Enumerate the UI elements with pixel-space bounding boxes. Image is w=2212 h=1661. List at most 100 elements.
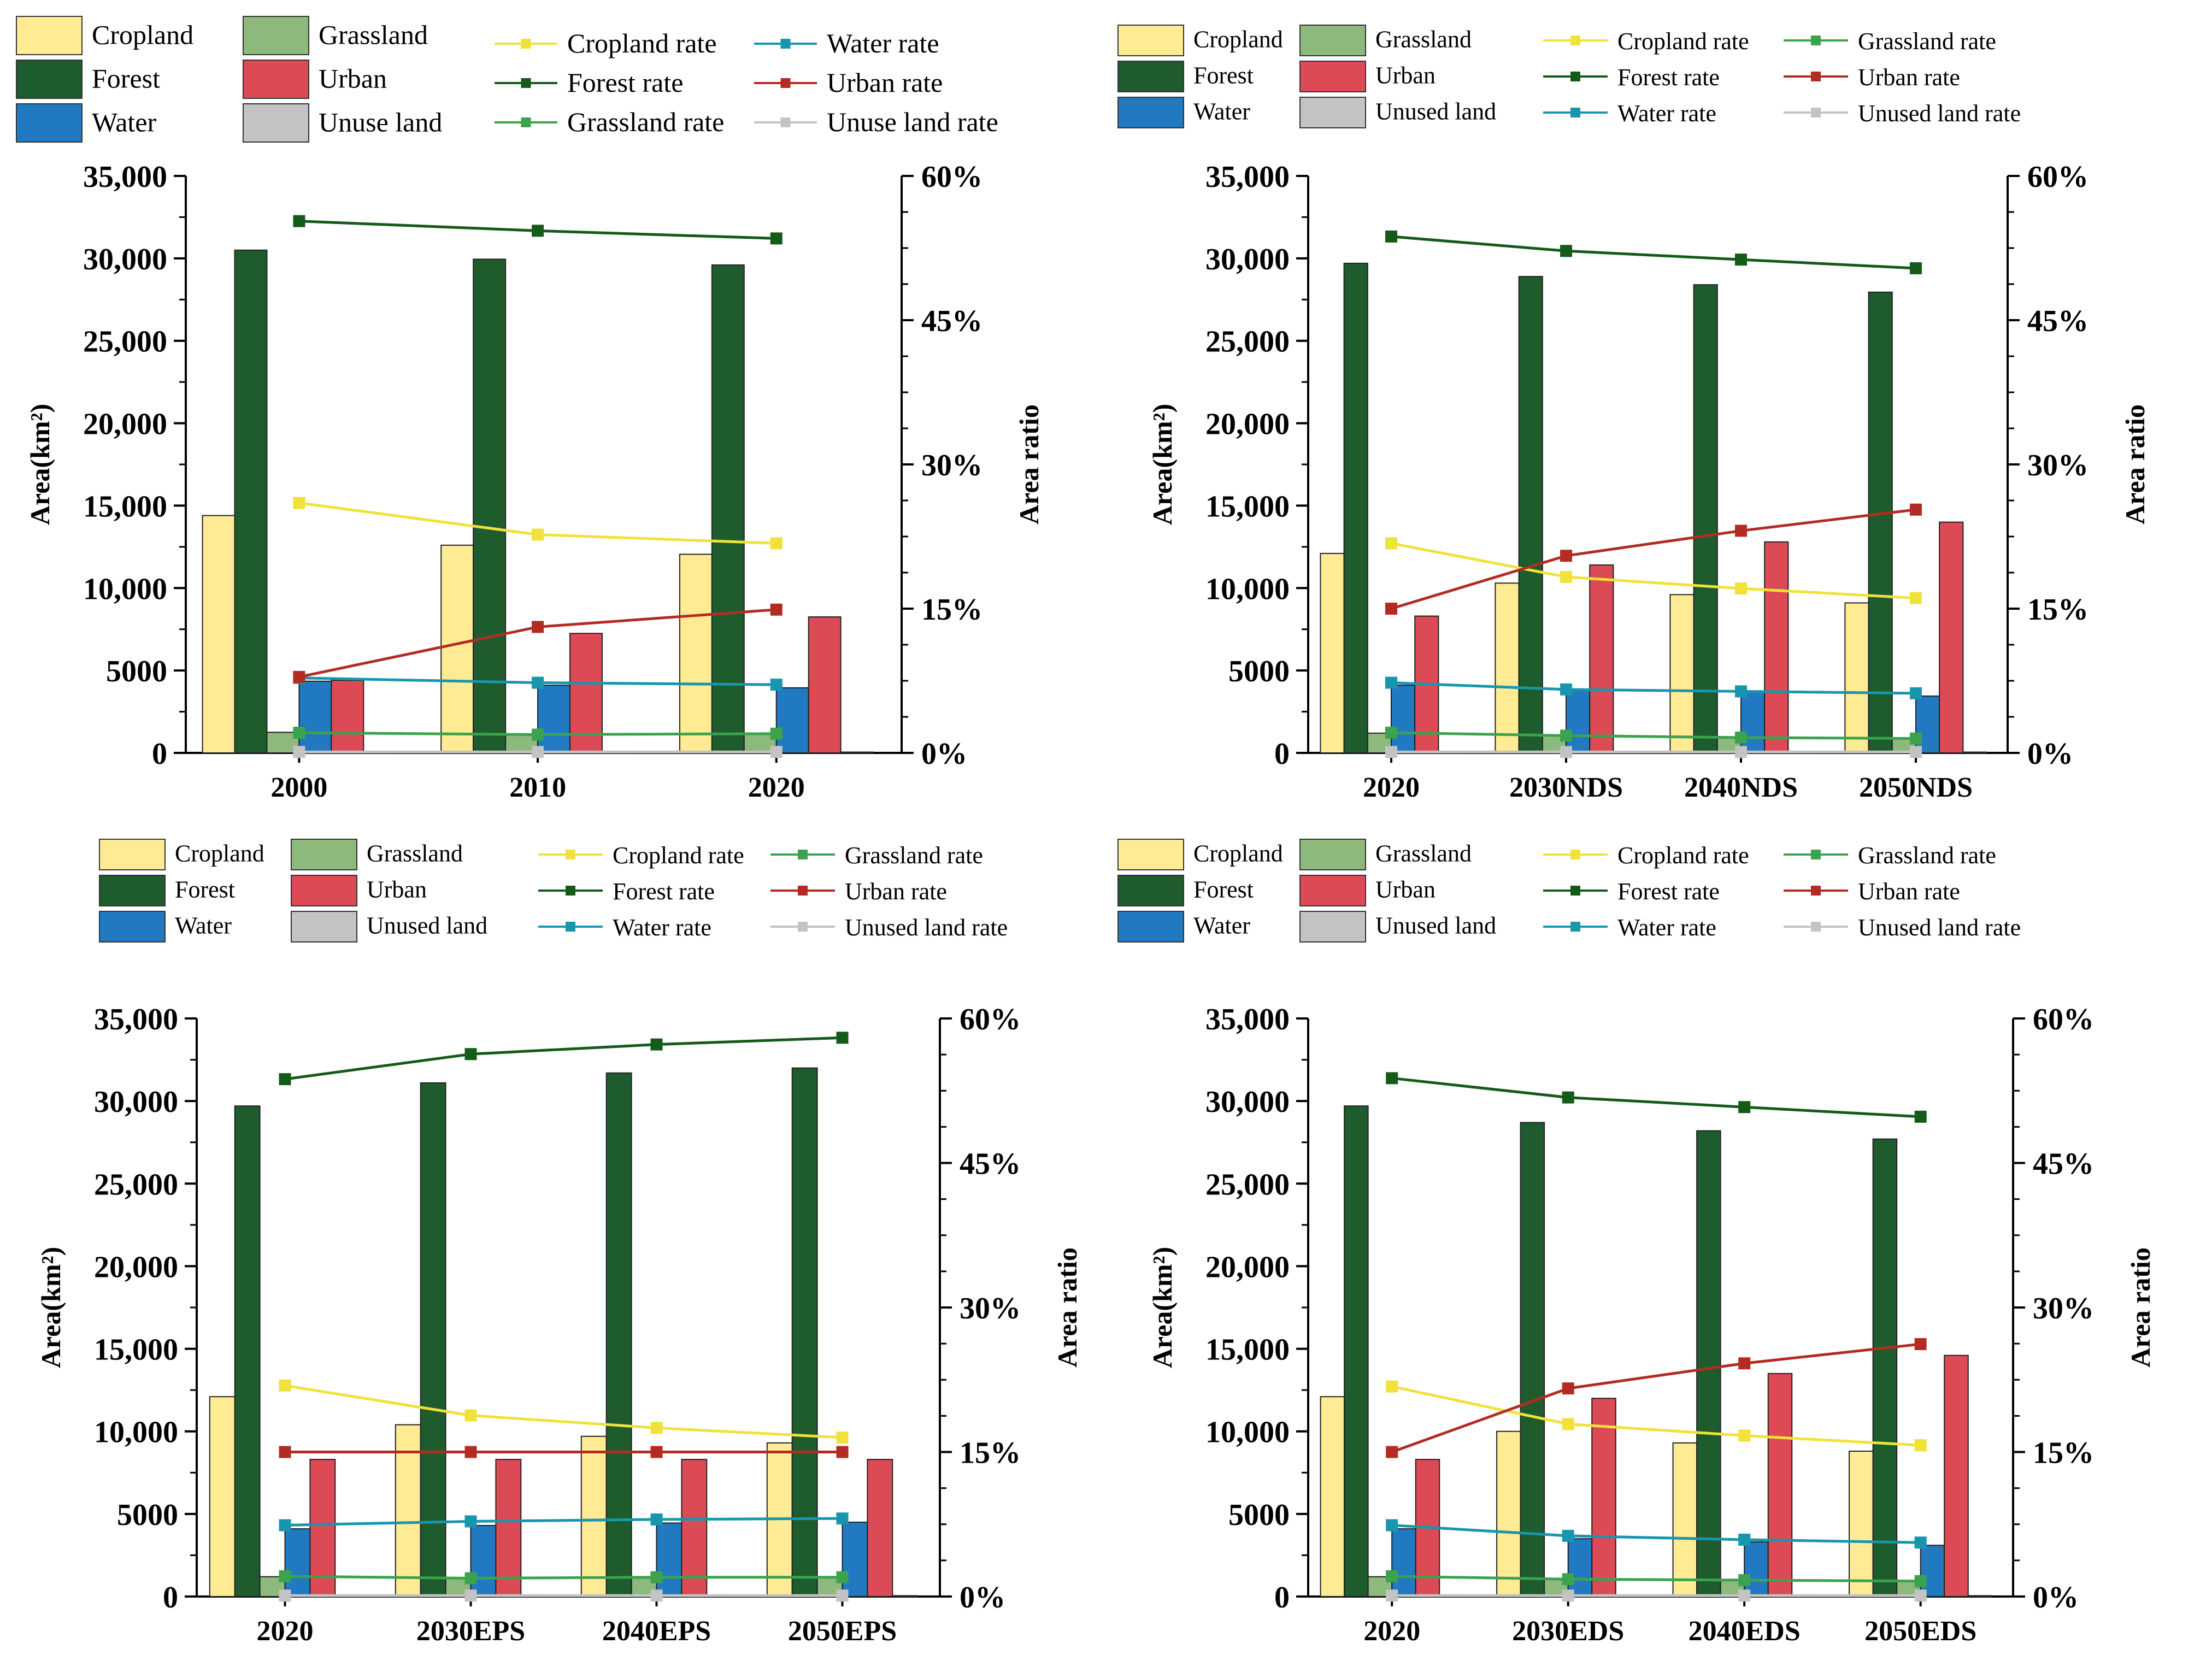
legend-marker-cropland-rate xyxy=(1570,850,1580,859)
rate-point-water-rate xyxy=(1914,1536,1927,1549)
rate-point-forest-rate xyxy=(1385,230,1397,243)
legend-marker-cropland-rate xyxy=(566,850,575,859)
y-tick-label: 30,000 xyxy=(1205,1085,1290,1119)
rate-point-grassland-rate xyxy=(1735,731,1747,744)
rate-line-water-rate xyxy=(1392,1524,1921,1544)
y-tick-label: 10,000 xyxy=(1205,572,1290,606)
y-tick-label: 15,000 xyxy=(83,490,167,523)
rate-point-urban-rate xyxy=(464,1446,477,1458)
rate-point-urban-rate xyxy=(836,1446,849,1458)
legend-marker-grassland-rate xyxy=(521,117,531,127)
bar-urban-2020 xyxy=(808,616,842,753)
rate-point-unused-land-rate xyxy=(1560,746,1572,758)
y2-tick-label: 30% xyxy=(2027,449,2089,482)
rate-point-urban-rate xyxy=(279,1446,291,1458)
bar-forest-2010 xyxy=(473,258,507,753)
y-tick-label: 5000 xyxy=(117,1498,178,1532)
legend-label-cropland-rate: Cropland rate xyxy=(613,842,744,869)
rate-point-cropland-rate xyxy=(1386,1380,1398,1393)
y2-tick-label: 0% xyxy=(921,737,967,771)
rate-series-urban-rate xyxy=(279,1446,849,1458)
y2-tick-label: 15% xyxy=(921,593,983,627)
legend-label-urban: Urban xyxy=(319,63,387,93)
rate-point-water-rate xyxy=(836,1512,849,1525)
legend-marker-unuse-land-rate xyxy=(780,117,791,127)
rate-point-water-rate xyxy=(1738,1533,1751,1546)
bar-urban-2040eps xyxy=(681,1459,708,1598)
y-tick-label: 10,000 xyxy=(1205,1416,1290,1450)
legend-label-unused-land-rate: Unused land rate xyxy=(1858,914,2021,941)
legend-marker-forest-rate xyxy=(1570,72,1580,81)
legend-swatch-urban xyxy=(243,60,309,99)
bar-group-2040eds xyxy=(1672,1130,1816,1598)
legend-swatch-urban xyxy=(1299,61,1366,92)
rate-point-unuse-land-rate xyxy=(770,746,783,758)
legend-label-grassland: Grassland xyxy=(319,19,428,50)
axes xyxy=(185,176,903,754)
legend-label-water: Water xyxy=(175,912,232,939)
y2-tick-label: 15% xyxy=(2033,1436,2094,1470)
bar-cropland-2020 xyxy=(209,1396,236,1597)
rate-series-unused-land-rate xyxy=(1385,746,1922,758)
y-tick-label: 0 xyxy=(163,1581,178,1615)
bar-forest-2020 xyxy=(234,1105,261,1597)
legend-swatch-cropland xyxy=(99,839,166,870)
rate-point-unuse-land-rate xyxy=(293,746,305,758)
axes xyxy=(1307,1018,2014,1598)
x-tick-label: 2030EPS xyxy=(416,1616,525,1647)
bar-unuse-land-2020 xyxy=(840,751,874,754)
chart-svg: Cropland Forest Water Grassland Urban Unused … xyxy=(36,839,1083,1647)
rate-line-grassland-rate xyxy=(1391,731,1916,740)
y-tick-label: 0 xyxy=(1274,737,1290,771)
legend-label-forest: Forest xyxy=(1193,876,1254,903)
rate-series-unused-land-rate xyxy=(1386,1589,1927,1602)
bar-group-2030eds xyxy=(1496,1122,1640,1598)
bar-forest-2000 xyxy=(234,249,268,753)
bar-forest-2040eds xyxy=(1696,1130,1721,1597)
legend-swatch-urban xyxy=(1299,875,1366,906)
rate-point-cropland-rate xyxy=(1735,582,1747,595)
rate-point-water-rate xyxy=(1910,687,1922,699)
x-tick-label: 2050EPS xyxy=(788,1616,897,1647)
legend-label-grassland-rate: Grassland rate xyxy=(567,107,724,137)
rate-point-grassland-rate xyxy=(1385,727,1397,739)
bar-urban-2020 xyxy=(309,1459,336,1598)
bar-cropland-2020 xyxy=(1320,552,1345,753)
bar-water-2040eds xyxy=(1744,1541,1769,1598)
bar-group-2020 xyxy=(679,264,874,754)
legend-marker-cropland-rate xyxy=(1570,36,1580,45)
legend-marker-urban-rate xyxy=(780,78,791,88)
legend-label-grassland: Grassland xyxy=(367,840,463,867)
rate-point-urban-rate xyxy=(293,670,305,683)
legend-swatch-cropland xyxy=(1117,25,1184,56)
rate-point-grassland-rate xyxy=(1562,1573,1574,1586)
y2-tick-label: 60% xyxy=(2033,1003,2094,1036)
rate-point-cropland-rate xyxy=(836,1432,849,1444)
bar-water-2030eds xyxy=(1567,1538,1593,1597)
legend-marker-forest-rate xyxy=(521,78,531,88)
chart-svg: Cropland Forest Water Grassland Urban Unused … xyxy=(1117,25,2150,803)
y-axis-title: Area(km²) xyxy=(1147,404,1178,525)
legend-label-unused-land-rate: Unused land rate xyxy=(845,914,1008,941)
bar-group-2050eps xyxy=(766,1067,919,1598)
rate-point-grassland-rate xyxy=(650,1571,663,1583)
y-tick-label: 10,000 xyxy=(94,1416,178,1450)
y-tick-label: 10,000 xyxy=(83,572,167,606)
rate-point-forest-rate xyxy=(770,232,783,245)
rate-point-water-rate xyxy=(279,1519,291,1532)
y2-tick-label: 45% xyxy=(2033,1147,2094,1181)
rate-series-cropland-rate xyxy=(1386,1380,1927,1452)
rate-series-unuse-land-rate xyxy=(293,746,783,758)
rate-point-urban-rate xyxy=(1386,1446,1398,1458)
rate-point-cropland-rate xyxy=(464,1409,477,1422)
y-tick-label: 0 xyxy=(1274,1581,1290,1615)
legend-label-cropland: Cropland xyxy=(175,840,264,867)
y-tick-label: 30,000 xyxy=(94,1085,178,1119)
rate-point-cropland-rate xyxy=(1738,1429,1751,1442)
rate-point-cropland-rate xyxy=(1385,537,1397,550)
rate-series-grassland-rate xyxy=(1386,1570,1927,1587)
bar-forest-2040nds xyxy=(1693,284,1718,753)
rate-point-forest-rate xyxy=(1738,1101,1751,1114)
bar-urban-2030nds xyxy=(1589,564,1614,753)
y2-tick-label: 45% xyxy=(921,304,983,338)
